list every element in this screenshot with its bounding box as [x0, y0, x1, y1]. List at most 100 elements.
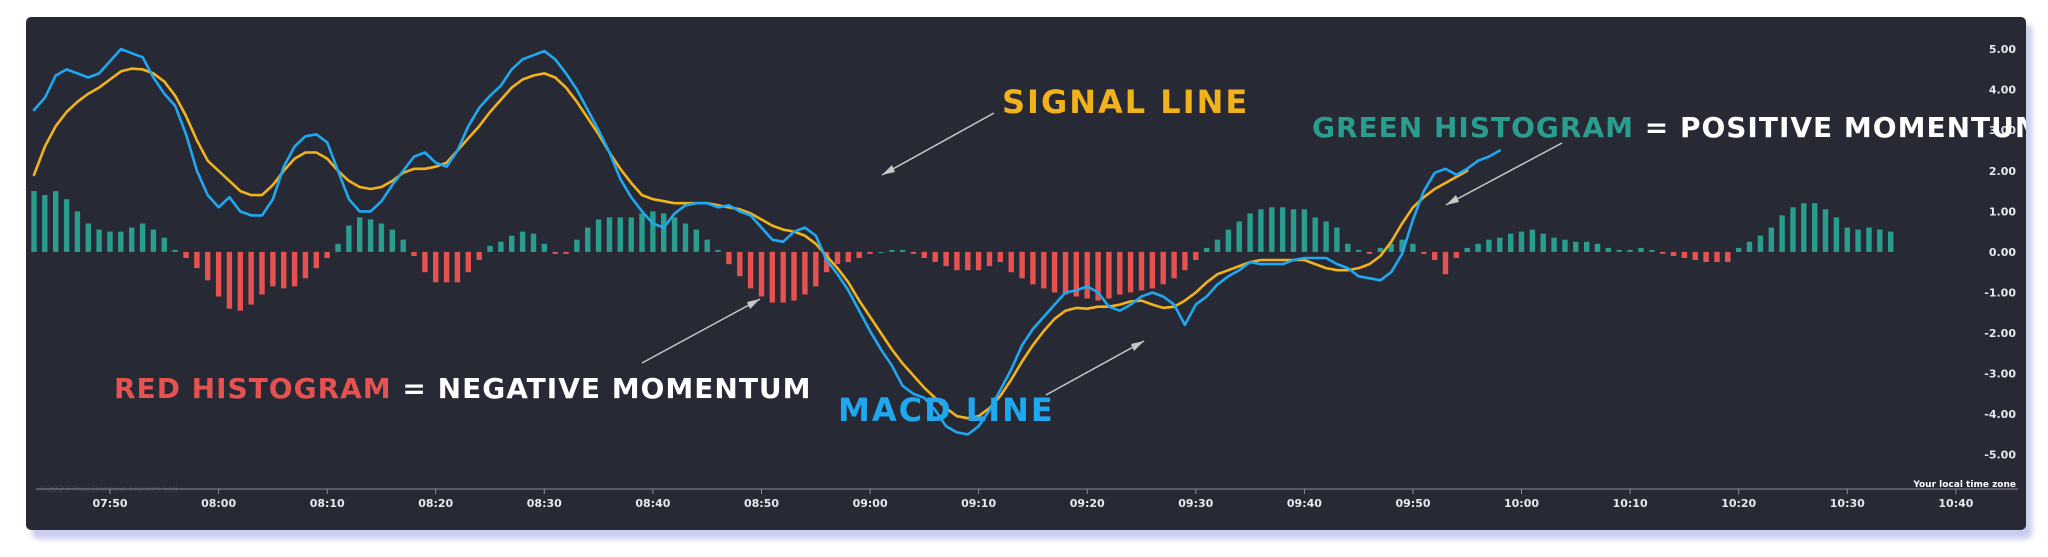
positive-histogram-bar [1225, 229, 1232, 252]
y-tick-label: 4.00 [1989, 84, 2016, 97]
positive-histogram-bar [639, 213, 645, 252]
negative-histogram-bar [281, 251, 287, 289]
negative-histogram-bar [411, 251, 417, 256]
positive-histogram-bar [693, 229, 699, 252]
negative-histogram-bar [1062, 251, 1069, 295]
signal-line-annotation: SIGNAL LINE [1002, 83, 1249, 121]
positive-histogram-bar [1833, 217, 1840, 252]
positive-histogram-bar [367, 219, 374, 252]
red-highlight: RED HISTOGRAM [114, 372, 392, 405]
negative-histogram-bar [726, 251, 732, 265]
negative-histogram-bar [737, 251, 743, 277]
negative-histogram-bar [965, 251, 971, 271]
negative-histogram-bar [215, 251, 222, 297]
positive-histogram-bar [129, 227, 135, 252]
negative-histogram-bar [291, 251, 298, 287]
positive-histogram-bar [139, 223, 146, 252]
negative-histogram-bar [791, 251, 797, 301]
positive-histogram-bar [85, 223, 91, 252]
positive-histogram-bar [1605, 247, 1612, 252]
positive-histogram-bar [1464, 247, 1470, 252]
positive-histogram-bar [1518, 231, 1525, 252]
x-tick-label: 09:20 [1070, 497, 1105, 510]
negative-histogram-bar [205, 251, 211, 281]
positive-histogram-bar [498, 241, 504, 252]
positive-histogram-bar [42, 195, 48, 252]
negative-histogram-bar [780, 251, 786, 303]
positive-histogram-bar [682, 223, 689, 252]
chart-lines [32, 47, 1502, 436]
positive-histogram-bar [715, 249, 721, 252]
positive-histogram-bar [1290, 209, 1297, 252]
y-tick-label: 0.00 [1989, 246, 2016, 259]
negative-histogram-bar [1725, 251, 1731, 262]
positive-histogram-bar [1486, 239, 1492, 252]
y-tick-label: -5.00 [1984, 449, 2016, 462]
negative-histogram-bar [476, 251, 482, 260]
positive-histogram-bar [1649, 249, 1655, 252]
green-arrow [1445, 142, 1563, 206]
negative-histogram-bar [802, 251, 808, 295]
negative-histogram-bar [226, 251, 233, 309]
negative-histogram-bar [1171, 251, 1177, 279]
positive-histogram-bar [357, 217, 363, 252]
red-histogram-annotation: RED HISTOGRAM = NEGATIVE MOMENTUM [114, 372, 812, 405]
positive-histogram-bar [1258, 209, 1264, 252]
x-tick-label: 09:30 [1178, 497, 1213, 510]
negative-histogram-bar [867, 251, 873, 254]
y-tick-label: -3.00 [1984, 368, 2016, 381]
positive-histogram-bar [889, 249, 895, 252]
signal-line [32, 67, 1469, 420]
y-axis-ticks: 5.00 4.00 3.00 2.00 1.00 0.00 -1.00 -2.00 -3.00 -… [1984, 43, 2016, 462]
positive-histogram-bar [1888, 231, 1894, 252]
negative-histogram-bar [1127, 251, 1134, 293]
x-tick-label: 08:40 [635, 497, 670, 510]
positive-histogram-bar [1508, 233, 1514, 252]
negative-histogram-bar [1019, 251, 1025, 279]
positive-histogram-bar [509, 235, 515, 252]
x-tick-label: 07:50 [92, 497, 127, 510]
positive-histogram-bar [1236, 221, 1242, 252]
negative-histogram-bar [302, 251, 309, 279]
positive-histogram-bar [1790, 207, 1796, 252]
positive-histogram-bar [1399, 239, 1405, 252]
negative-histogram-bar [248, 251, 254, 305]
x-axis-ticks: 07:50 08:00 08:10 08:20 08:30 08:40 08:50 09:00… [92, 489, 1974, 510]
x-tick-label: 10:40 [1938, 497, 1973, 510]
green-rest: = POSITIVE MOMENTUM [1634, 111, 2026, 144]
y-tick-label: 2.00 [1989, 165, 2016, 178]
positive-histogram-bar [519, 231, 526, 252]
x-tick-label: 10:00 [1504, 497, 1539, 510]
positive-histogram-bar [1475, 243, 1481, 252]
positive-histogram-bar [1203, 247, 1210, 252]
positive-histogram-bar [1736, 247, 1742, 252]
green-arrowhead [1446, 195, 1459, 205]
negative-histogram-bar [1703, 251, 1709, 262]
x-tick-label: 09:00 [853, 497, 888, 510]
negative-histogram-bar [1095, 251, 1101, 301]
positive-histogram-bar [96, 229, 102, 252]
green-highlight: GREEN HISTOGRAM [1312, 111, 1634, 144]
positive-histogram-bar [661, 213, 667, 252]
negative-histogram-bar [454, 251, 461, 283]
positive-histogram-bar [346, 225, 352, 252]
negative-histogram-bar [1670, 251, 1677, 256]
negative-histogram-bar [1106, 251, 1112, 299]
positive-histogram-bar [1594, 243, 1601, 252]
negative-histogram-bar [997, 251, 1003, 262]
positive-histogram-bar [118, 231, 124, 252]
timezone-label: Your local time zone [1912, 480, 2016, 490]
negative-histogram-bar [910, 251, 917, 254]
negative-histogram-bar [1714, 251, 1720, 262]
positive-histogram-bar [1312, 217, 1318, 252]
red-arrow [641, 298, 761, 364]
positive-histogram-bar [1573, 241, 1579, 252]
negative-histogram-bar [769, 251, 775, 303]
x-tick-label: 08:00 [201, 497, 236, 510]
positive-histogram-bar [1214, 239, 1221, 252]
negative-histogram-bar [856, 251, 862, 258]
negative-histogram-bar [324, 251, 330, 258]
negative-histogram-bar [1366, 251, 1373, 254]
negative-histogram-bar [465, 251, 471, 273]
positive-histogram-bar [1529, 229, 1536, 252]
